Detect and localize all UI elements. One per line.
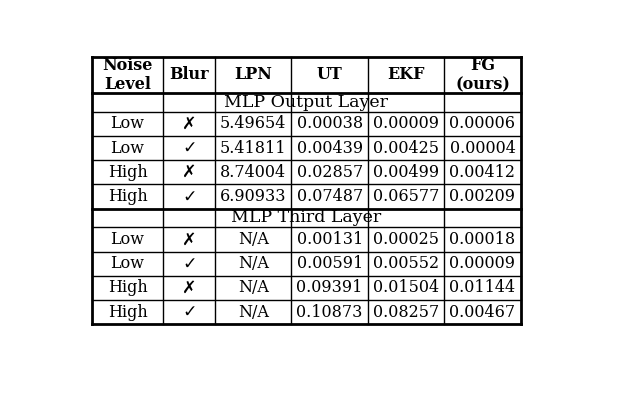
- Text: 5.49654: 5.49654: [220, 115, 286, 132]
- Text: ✗: ✗: [182, 163, 197, 181]
- Text: 0.00009: 0.00009: [373, 115, 439, 132]
- Text: ✓: ✓: [182, 303, 197, 321]
- Text: N/A: N/A: [238, 255, 268, 272]
- Text: 0.07487: 0.07487: [296, 188, 363, 205]
- Text: MLP Third Layer: MLP Third Layer: [231, 209, 382, 226]
- Text: Low: Low: [111, 231, 144, 248]
- Text: N/A: N/A: [238, 231, 268, 248]
- Text: High: High: [107, 188, 148, 205]
- Text: 0.00467: 0.00467: [450, 304, 516, 321]
- Text: ✓: ✓: [182, 187, 197, 206]
- Text: 0.00499: 0.00499: [373, 164, 439, 181]
- Text: 0.00552: 0.00552: [373, 255, 439, 272]
- Text: FG
(ours): FG (ours): [455, 57, 510, 93]
- Text: Low: Low: [111, 115, 144, 132]
- Text: ✓: ✓: [182, 139, 197, 157]
- Text: 0.00209: 0.00209: [450, 188, 515, 205]
- Text: ✗: ✗: [182, 279, 197, 297]
- Text: 0.01144: 0.01144: [450, 279, 516, 296]
- Text: N/A: N/A: [238, 279, 268, 296]
- Text: Noise
Level: Noise Level: [102, 57, 153, 93]
- Text: ✓: ✓: [182, 255, 197, 273]
- Text: 0.00439: 0.00439: [296, 140, 363, 157]
- Text: 0.00004: 0.00004: [450, 140, 515, 157]
- Text: 0.00425: 0.00425: [373, 140, 439, 157]
- Text: High: High: [107, 304, 148, 321]
- Text: Low: Low: [111, 140, 144, 157]
- Text: 0.01504: 0.01504: [373, 279, 439, 296]
- Text: 0.00412: 0.00412: [450, 164, 515, 181]
- Text: Blur: Blur: [169, 67, 209, 83]
- Text: 0.09391: 0.09391: [296, 279, 363, 296]
- Text: EKF: EKF: [387, 67, 425, 83]
- Text: 0.06577: 0.06577: [373, 188, 439, 205]
- Text: High: High: [107, 164, 148, 181]
- Text: High: High: [107, 279, 148, 296]
- Text: 5.41811: 5.41811: [220, 140, 286, 157]
- Text: 0.00591: 0.00591: [296, 255, 363, 272]
- Text: 8.74004: 8.74004: [220, 164, 286, 181]
- Text: 0.00006: 0.00006: [450, 115, 515, 132]
- Text: 0.02857: 0.02857: [296, 164, 363, 181]
- Text: 6.90933: 6.90933: [220, 188, 286, 205]
- Text: 0.00038: 0.00038: [296, 115, 363, 132]
- Text: ✗: ✗: [182, 231, 197, 248]
- Text: LPN: LPN: [234, 67, 272, 83]
- Text: 0.00018: 0.00018: [450, 231, 516, 248]
- Text: MLP Output Layer: MLP Output Layer: [225, 94, 388, 111]
- Text: N/A: N/A: [238, 304, 268, 321]
- Text: 0.00131: 0.00131: [296, 231, 363, 248]
- Text: Low: Low: [111, 255, 144, 272]
- Text: 0.00025: 0.00025: [373, 231, 439, 248]
- Text: UT: UT: [317, 67, 343, 83]
- Text: 0.00009: 0.00009: [450, 255, 515, 272]
- Text: 0.10873: 0.10873: [296, 304, 363, 321]
- Text: ✗: ✗: [182, 115, 197, 133]
- Text: 0.08257: 0.08257: [373, 304, 439, 321]
